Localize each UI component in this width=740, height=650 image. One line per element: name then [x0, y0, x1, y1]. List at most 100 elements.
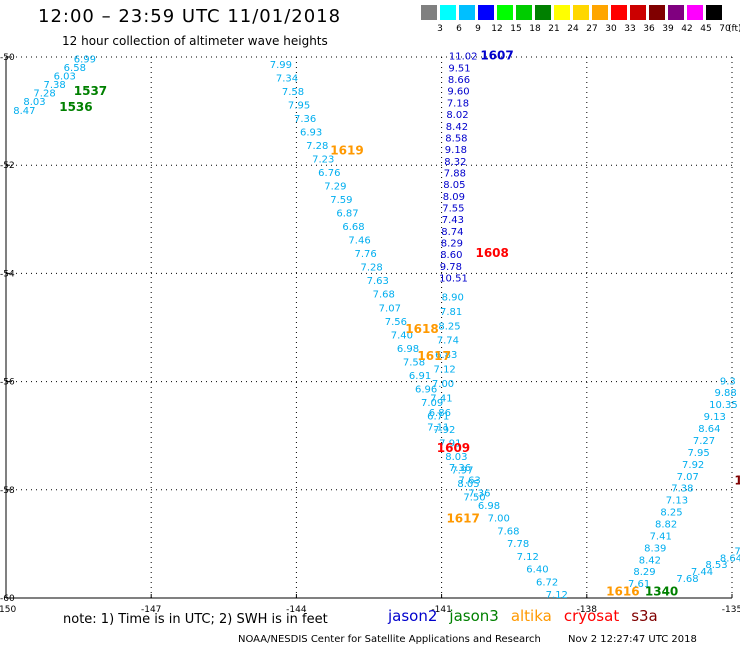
- wave-height-value: 7.92: [433, 425, 455, 436]
- wave-height-value: 7.27: [693, 436, 715, 447]
- legend-label-70: 70: [719, 24, 731, 34]
- legend-label-30: 30: [605, 24, 617, 34]
- lat-label: -50: [0, 53, 15, 63]
- track-jason3-0: 8.478.037.287.386.036.586.99 1537 1536: [13, 54, 107, 116]
- wave-height-value: 6.40: [526, 565, 548, 576]
- wave-height-value: 8.82: [655, 520, 677, 531]
- wave-height-value: 7.36: [294, 114, 316, 125]
- wave-height-value: 6.98: [397, 344, 419, 355]
- wave-height-value: 7.63: [459, 476, 481, 487]
- wave-height-value: 7.1: [734, 547, 740, 558]
- wave-height-value: 7.41: [650, 531, 672, 542]
- wave-height-value: 8.53: [705, 560, 727, 571]
- wave-height-value: 7.78: [507, 539, 529, 550]
- satellite-key-altika: altika: [510, 607, 552, 625]
- wave-height-value: 8.02: [446, 110, 468, 121]
- legend-label-3: 3: [437, 24, 443, 34]
- timestamp-text: Nov 2 12:27:47 UTC 2018: [568, 634, 697, 645]
- pass-time-label: 1607: [480, 49, 513, 63]
- wave-height-value: 6.86: [429, 408, 451, 419]
- legend-swatch-15: [497, 5, 513, 20]
- legend-label-15: 15: [510, 24, 522, 34]
- wave-height-value: 7.68: [676, 574, 698, 585]
- wave-height-value: 7.43: [442, 215, 464, 226]
- wave-height-value: 7.38: [44, 80, 66, 91]
- wave-height-value: 7.44: [691, 567, 713, 578]
- wave-height-value: 9.60: [447, 87, 469, 98]
- legend-unit: (ft): [728, 24, 740, 34]
- wave-height-value: 8.66: [448, 75, 470, 86]
- track-altika-1: 7.99 7.34 7.58 7.95 7.36 6.93 7.28 7.23 6.76 7.29…: [270, 60, 486, 504]
- wave-height-value: 9.78: [440, 262, 462, 273]
- pass-time-label: 180: [734, 473, 740, 487]
- wave-height-value: 8.03: [23, 97, 45, 108]
- wave-height-value: 6.98: [478, 501, 500, 512]
- wave-height-value: 8.60: [440, 250, 462, 261]
- wave-height-value: 7.40: [391, 330, 413, 341]
- satellite-key: jason2 jason3 altika cryosat s3a: [388, 607, 670, 625]
- wave-height-value: 8.29: [633, 567, 655, 578]
- wave-height-value: 7.76: [354, 249, 376, 260]
- wave-height-value: 7.29: [324, 182, 346, 193]
- legend-label-24: 24: [567, 24, 579, 34]
- wave-height-value: 7.12: [517, 552, 539, 563]
- pass-time-label: 1618: [405, 322, 438, 336]
- track-altika-4: 7.367.637.366.987.007.687.787.126.406.72…: [405, 322, 568, 601]
- legend-label-36: 36: [643, 24, 655, 34]
- wave-height-value: 7.88: [444, 168, 466, 179]
- wave-height-value: 7.95: [288, 100, 310, 111]
- wave-height-value: 7.81: [440, 307, 462, 318]
- pass-time-label: 1537: [74, 84, 107, 98]
- satellite-tracks: 8.478.037.287.386.036.586.99153715367.99…: [13, 49, 740, 601]
- wave-height-value: 7.00: [488, 514, 510, 525]
- pass-time-label: 1608: [475, 246, 508, 260]
- wave-height-value: 10.35: [709, 400, 738, 411]
- wave-height-value: 8.25: [438, 321, 460, 332]
- wave-height-value: 8.05: [457, 479, 479, 490]
- wave-height-value: 7.95: [687, 448, 709, 459]
- legend-label-42: 42: [681, 24, 693, 34]
- footer-credit: NOAA/NESDIS Center for Satellite Applica…: [238, 634, 697, 645]
- wave-height-value: 7.56: [385, 317, 407, 328]
- wave-height-value: 6.87: [336, 209, 358, 220]
- wave-height-value: 6.72: [536, 577, 558, 588]
- lon-label: -150: [0, 605, 16, 615]
- wave-height-value: 8.09: [443, 192, 465, 203]
- wave-height-value: 7.07: [379, 303, 401, 314]
- legend-label-9: 9: [475, 24, 481, 34]
- pass-time-label: 1619: [330, 143, 363, 157]
- wave-height-value: 7.12: [434, 365, 456, 376]
- wave-height-value: 6.99: [74, 54, 96, 65]
- wave-height-value: 8.74: [441, 227, 463, 238]
- wave-height-value: 7.28: [33, 89, 55, 100]
- pass-time-label: 1609: [437, 441, 470, 455]
- satellite-key-jason3: jason3: [449, 607, 499, 625]
- wave-height-value: 9.13: [704, 412, 726, 423]
- satellite-key-jason2: jason2: [388, 607, 438, 625]
- lat-label: -60: [0, 594, 15, 604]
- track-jason2-2: 11.029.518.669.607.188.028.428.589.188.3…: [439, 49, 514, 285]
- wave-height-value: 7.18: [447, 98, 469, 109]
- pass-time-label: 1340: [645, 584, 678, 598]
- wave-height-value: 7.59: [330, 195, 352, 206]
- legend-label-39: 39: [662, 24, 674, 34]
- wave-height-value: 7.23: [312, 154, 334, 165]
- satellite-key-cryosat: cryosat: [563, 607, 620, 625]
- wave-height-value: 7.13: [666, 496, 688, 507]
- lon-label: -144: [286, 605, 307, 615]
- wave-height-value: 7.50: [463, 493, 485, 504]
- wave-height-value: 7.28: [361, 263, 383, 274]
- wave-height-value: 8.42: [446, 122, 468, 133]
- wave-height-value: 6.58: [64, 63, 86, 74]
- wave-height-value: 7.38: [671, 484, 693, 495]
- lon-label: -147: [141, 605, 161, 615]
- pass-time-label: 1617: [417, 349, 450, 363]
- wave-height-value: 7.91: [439, 439, 461, 450]
- satellite-key-s3a: s3a: [631, 607, 658, 625]
- map-grid: [5, 56, 733, 599]
- wave-height-value: 6.91: [409, 371, 431, 382]
- pass-time-label: 1617: [446, 511, 479, 525]
- wave-height-value: 7.68: [373, 290, 395, 301]
- legend-swatch-21: [535, 5, 551, 20]
